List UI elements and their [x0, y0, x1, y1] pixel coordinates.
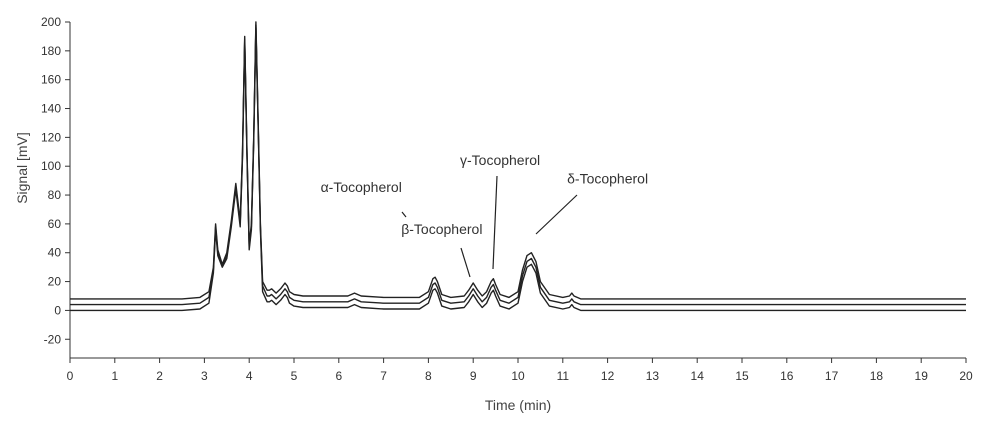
x-tick-label: 14 — [691, 369, 705, 383]
x-tick-label: 9 — [470, 369, 477, 383]
x-tick-label: 17 — [825, 369, 839, 383]
x-tick-label: 2 — [156, 369, 163, 383]
x-tick-label: 20 — [959, 369, 973, 383]
x-tick-label: 6 — [335, 369, 342, 383]
y-tick-label: 80 — [48, 188, 62, 202]
y-tick-label: 40 — [48, 246, 62, 260]
x-tick-label: 16 — [780, 369, 794, 383]
x-tick-label: 12 — [601, 369, 615, 383]
series-layer — [70, 21, 966, 312]
x-tick-label: 10 — [511, 369, 525, 383]
x-tick-label: 0 — [67, 369, 74, 383]
y-tick-label: 180 — [41, 44, 61, 58]
peak-leader-line — [535, 194, 578, 235]
x-tick-label: 4 — [246, 369, 253, 383]
x-tick-label: 18 — [870, 369, 884, 383]
y-tick-label: -20 — [44, 332, 62, 346]
peak-label: γ-Tocopherol — [460, 152, 540, 168]
chromatogram-trace-3 — [70, 27, 966, 312]
y-axis-title: Signal [mV] — [14, 132, 30, 204]
y-tick-label: 160 — [41, 73, 61, 87]
peak-leader-line — [460, 247, 471, 278]
y-tick-label: 20 — [48, 275, 62, 289]
x-tick-label: 3 — [201, 369, 208, 383]
peak-label: β-Tocopherol — [401, 221, 482, 237]
y-tick-label: 120 — [41, 130, 61, 144]
x-tick-label: 8 — [425, 369, 432, 383]
annotation-layer: α-Tocopherol β-Tocopherol γ-Tocopherol δ-To… — [321, 152, 648, 278]
x-tick-label: 15 — [735, 369, 749, 383]
x-tick-label: 19 — [915, 369, 929, 383]
x-axis-title: Time (min) — [485, 397, 551, 413]
peak-leader-line — [492, 175, 498, 270]
y-tick-label: 0 — [54, 303, 61, 317]
y-tick-label: 200 — [41, 15, 61, 29]
peak-leader-line — [401, 211, 407, 218]
x-tick-label: 7 — [380, 369, 387, 383]
x-tick-label: 13 — [646, 369, 660, 383]
x-tick-label: 1 — [111, 369, 118, 383]
peak-label: δ-Tocopherol — [567, 171, 648, 187]
x-tick-label: 5 — [291, 369, 298, 383]
y-tick-label: 60 — [48, 217, 62, 231]
y-tick-label: 140 — [41, 102, 61, 116]
x-tick-label: 11 — [557, 369, 570, 383]
peak-label: α-Tocopherol — [321, 179, 402, 195]
y-tick-label: 100 — [41, 159, 61, 173]
